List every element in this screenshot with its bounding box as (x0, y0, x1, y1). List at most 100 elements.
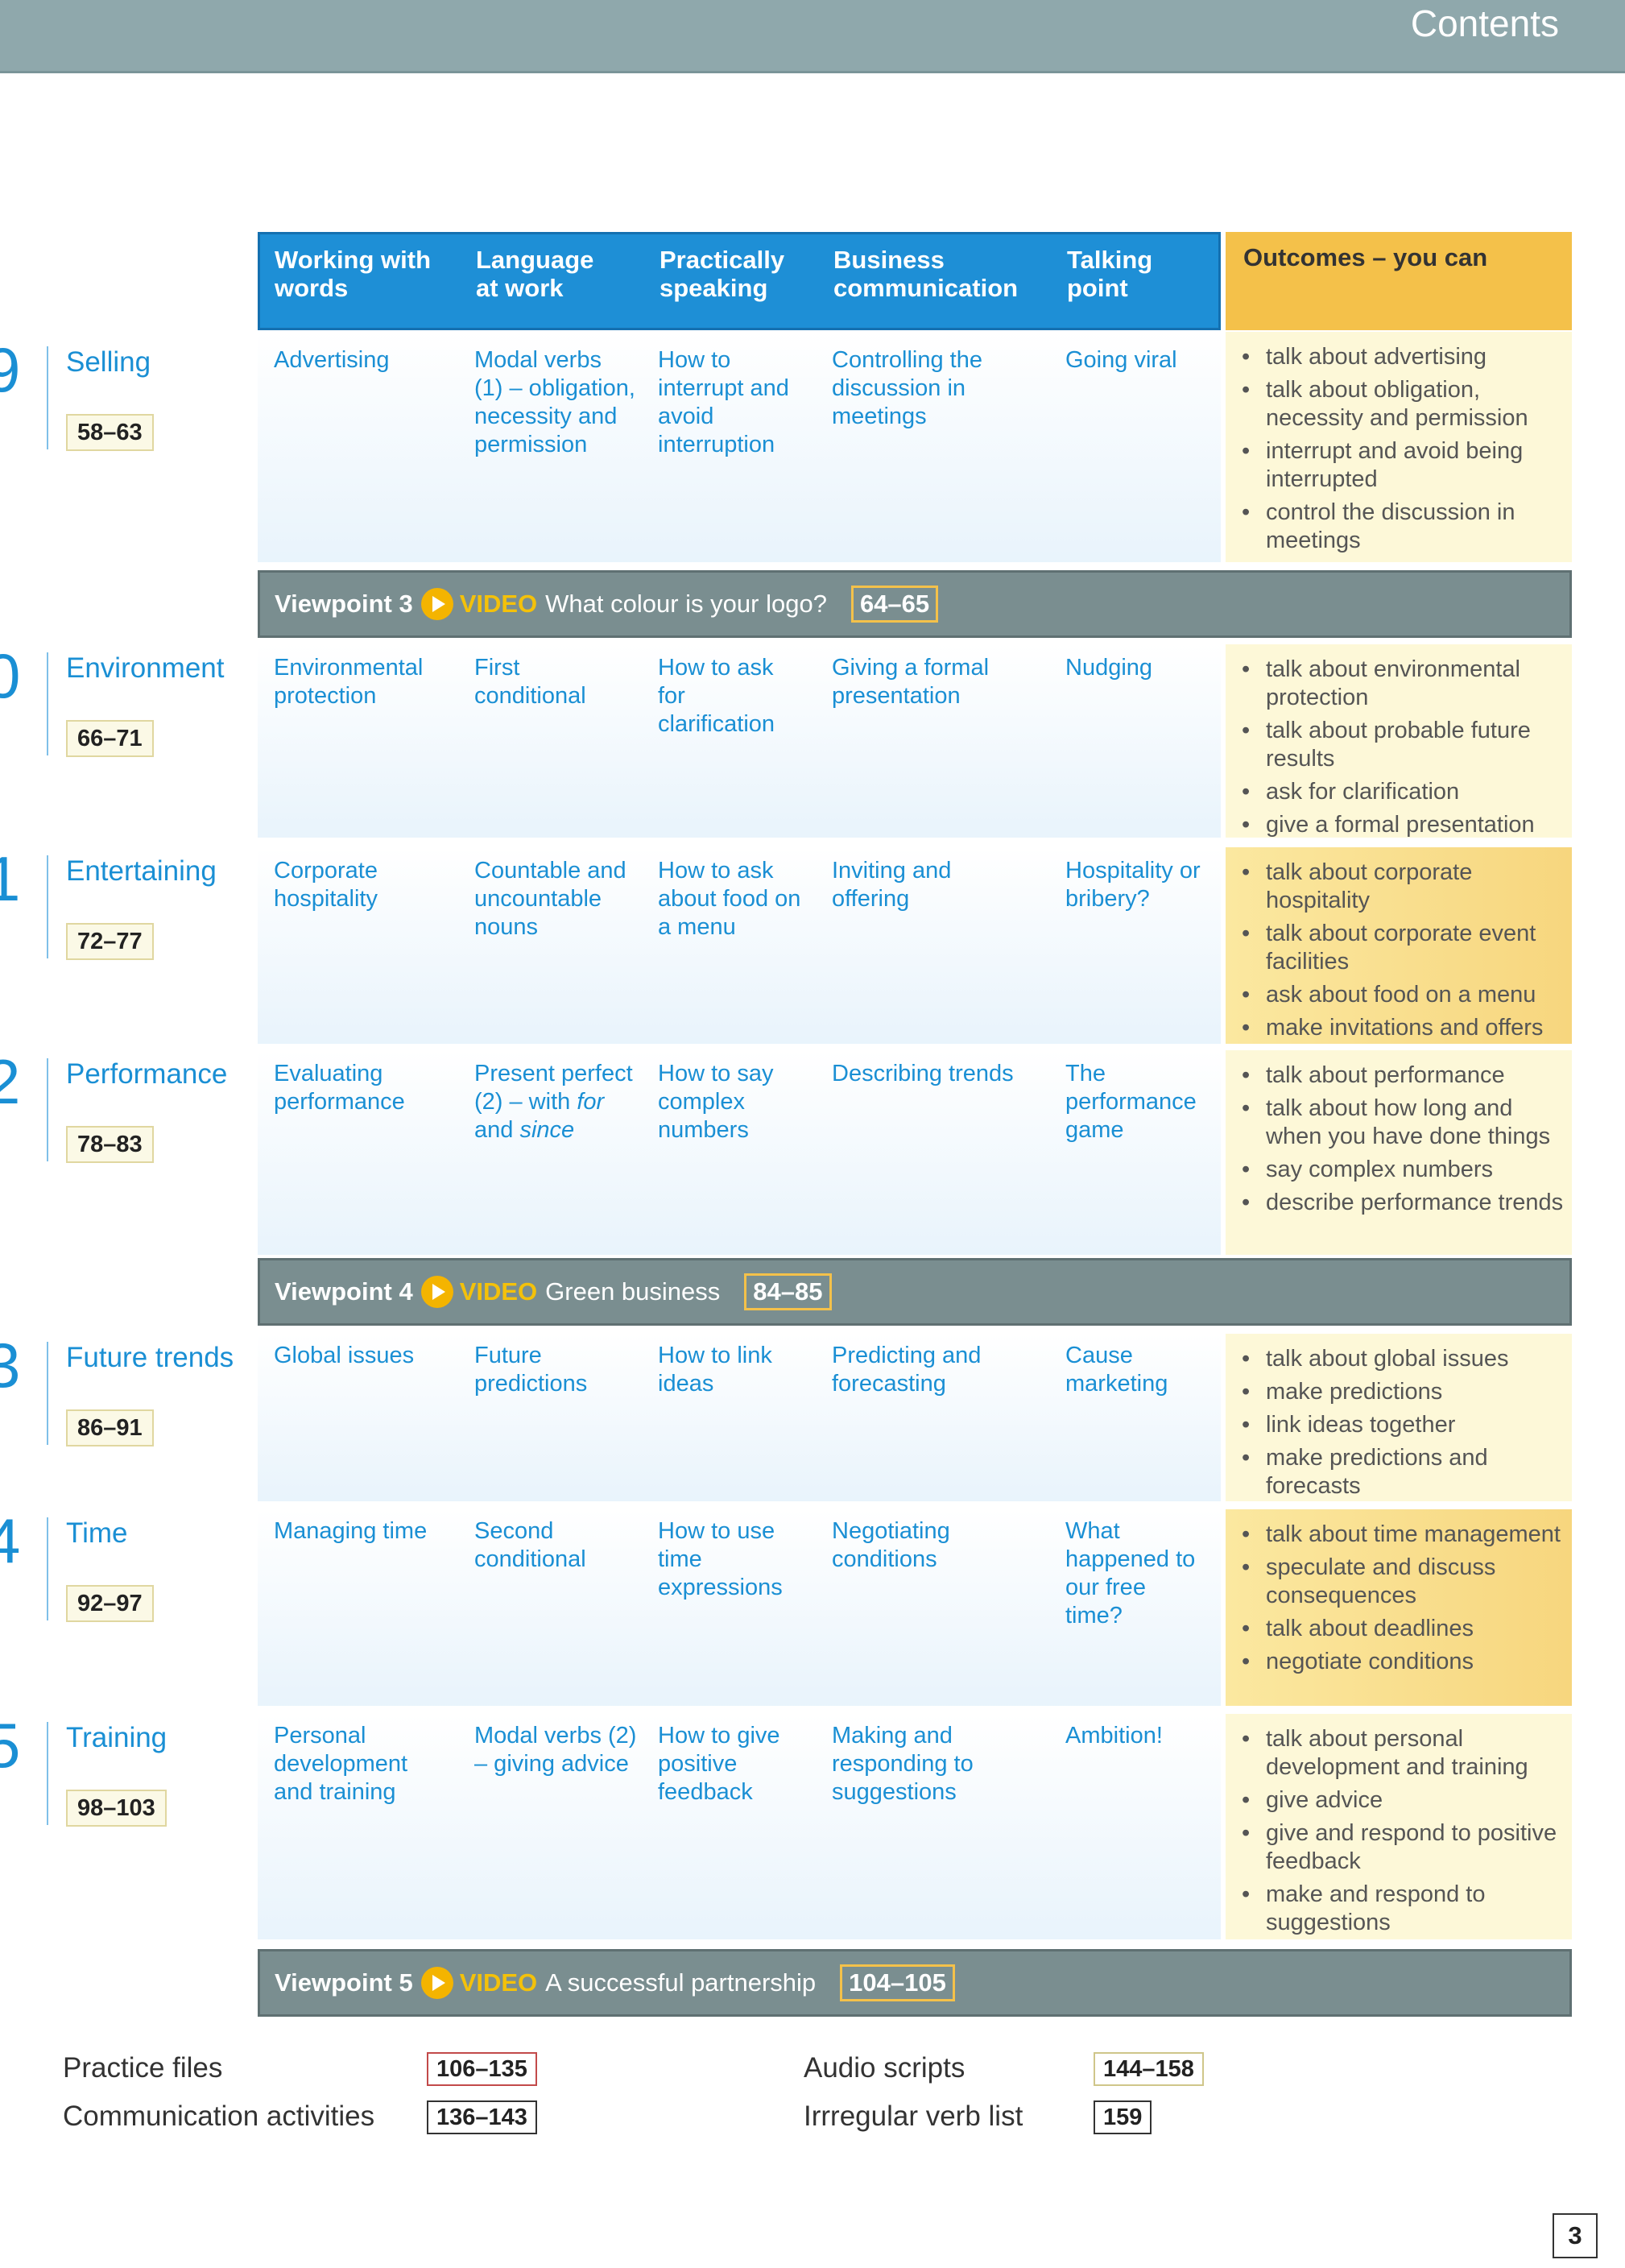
cell-speaking: How to say complex numbers (658, 1061, 774, 1143)
video-label: VIDEO (459, 1277, 538, 1306)
outcome-item: talk about probable future results (1240, 717, 1564, 773)
outcome-item: talk about how long and when you have do… (1240, 1095, 1564, 1151)
outcomes-panel: talk about advertising talk about obliga… (1226, 332, 1572, 562)
outcome-item: make predictions (1240, 1378, 1564, 1406)
cell-business: Controlling the discussion in meetings (832, 347, 982, 429)
cell-language: Modal verbs (1) – obligation, necessity … (474, 347, 635, 457)
cell-words: Advertising (274, 347, 390, 373)
communication-activities-pages[interactable]: 136–143 (427, 2100, 537, 2134)
header-bar: Contents (0, 0, 1625, 73)
audio-scripts-pages[interactable]: 144–158 (1094, 2052, 1204, 2086)
unit-pages[interactable]: 66–71 (66, 720, 154, 757)
cell-words: Corporate hospitality (274, 858, 378, 912)
practice-files-label: Practice files (63, 2052, 223, 2084)
unit-title: Training (66, 1722, 167, 1753)
viewpoint-bar[interactable]: Viewpoint 3 VIDEO What colour is your lo… (258, 570, 1572, 638)
play-icon[interactable] (420, 588, 453, 620)
unit-pages[interactable]: 72–77 (66, 923, 154, 960)
page-number: 3 (1553, 2213, 1598, 2258)
outcome-item: talk about global issues (1240, 1345, 1564, 1373)
outcome-item: describe performance trends (1240, 1189, 1564, 1217)
cell-talking-point: Going viral (1065, 347, 1177, 373)
cell-business: Describing trends (832, 1061, 1014, 1086)
unit-title: Entertaining (66, 855, 217, 887)
outcome-item: talk about personal development and trai… (1240, 1725, 1564, 1782)
unit-title: Performance (66, 1058, 228, 1090)
outcome-item: talk about environmental protection (1240, 656, 1564, 712)
unit-pages[interactable]: 78–83 (66, 1126, 154, 1163)
outcomes-panel: talk about global issues make prediction… (1226, 1334, 1572, 1501)
video-label: VIDEO (459, 1968, 538, 1997)
unit-number: 5 (0, 1710, 21, 1781)
cell-language: Present perfect (2) – with for and since (474, 1061, 633, 1143)
unit-pages[interactable]: 58–63 (66, 414, 154, 451)
cell-speaking: How to ask for clarification (658, 655, 775, 737)
cell-language: Future predictions (474, 1343, 588, 1397)
cell-talking-point: Hospitality or bribery? (1065, 858, 1201, 912)
row-background (258, 1714, 1221, 1939)
cell-talking-point: What happened to our free time? (1065, 1518, 1196, 1629)
unit-number: 0 (0, 640, 21, 711)
cell-business: Inviting and offering (832, 858, 952, 912)
audio-scripts-label: Audio scripts (804, 2052, 965, 2084)
practice-files-pages[interactable]: 106–135 (427, 2052, 537, 2086)
viewpoint-bar[interactable]: Viewpoint 4 VIDEO Green business 84–85 (258, 1258, 1572, 1326)
cell-speaking: How to ask about food on a menu (658, 858, 801, 940)
unit-divider (47, 1342, 48, 1445)
unit-number: 1 (0, 843, 21, 914)
cell-words: Evaluating performance (274, 1061, 405, 1115)
header-talking-point: Talking point (1067, 246, 1153, 302)
viewpoint-pages[interactable]: 64–65 (850, 586, 939, 623)
play-icon[interactable] (420, 1967, 453, 1999)
outcome-item: link ideas together (1240, 1411, 1564, 1439)
outcome-item: make invitations and offers (1240, 1014, 1564, 1042)
outcome-item: make predictions and forecasts (1240, 1444, 1564, 1500)
outcome-item: negotiate conditions (1240, 1648, 1564, 1676)
outcome-item: ask for clarification (1240, 778, 1564, 806)
unit-pages[interactable]: 92–97 (66, 1585, 154, 1622)
outcome-item: give advice (1240, 1786, 1564, 1815)
outcomes-panel: talk about performance talk about how lo… (1226, 1050, 1572, 1255)
unit-pages[interactable]: 98–103 (66, 1790, 167, 1827)
row-background (258, 1050, 1221, 1255)
cell-talking-point: Cause marketing (1065, 1343, 1168, 1397)
viewpoint-label: Viewpoint 5 (275, 1968, 413, 1997)
outcome-item: interrupt and avoid being interrupted (1240, 437, 1564, 494)
outcomes-panel: talk about time management speculate and… (1226, 1509, 1572, 1706)
cell-speaking: How to give positive feedback (658, 1723, 780, 1805)
irregular-verb-list-label: Irrregular verb list (804, 2100, 1023, 2132)
row-background (258, 644, 1221, 838)
viewpoint-pages[interactable]: 104–105 (840, 1964, 955, 2001)
outcomes-panel: talk about corporate hospitality talk ab… (1226, 847, 1572, 1044)
cell-words: Environmental protection (274, 655, 424, 709)
cell-talking-point: The performance game (1065, 1061, 1197, 1143)
unit-divider (47, 1722, 48, 1825)
unit-divider (47, 1058, 48, 1161)
cell-talking-point: Ambition! (1065, 1723, 1163, 1749)
outcome-item: talk about obligation, necessity and per… (1240, 376, 1564, 432)
outcome-item: talk about corporate hospitality (1240, 859, 1564, 915)
unit-number: 2 (0, 1046, 21, 1117)
cell-words: Personal development and training (274, 1723, 408, 1805)
unit-pages[interactable]: 86–91 (66, 1409, 154, 1446)
header-language-at-work: Language at work (476, 246, 594, 302)
play-icon[interactable] (420, 1276, 453, 1308)
unit-number: 9 (0, 334, 21, 405)
viewpoint-title: Green business (545, 1277, 721, 1306)
cell-language: Modal verbs (2) – giving advice (474, 1723, 637, 1777)
cell-business: Making and responding to suggestions (832, 1723, 974, 1805)
cell-language: Second conditional (474, 1518, 586, 1572)
viewpoint-bar[interactable]: Viewpoint 5 VIDEO A successful partnersh… (258, 1949, 1572, 2017)
outcome-item: talk about time management (1240, 1521, 1564, 1549)
row-background (258, 1509, 1221, 1706)
row-background (258, 332, 1221, 562)
cell-speaking: How to use time expressions (658, 1518, 783, 1600)
header-working-with-words: Working with words (275, 246, 432, 302)
irregular-verb-list-pages[interactable]: 159 (1094, 2100, 1152, 2134)
cell-language: First conditional (474, 655, 586, 709)
header-business-communication: Business communication (833, 246, 1019, 302)
viewpoint-label: Viewpoint 3 (275, 590, 413, 618)
video-label: VIDEO (459, 590, 538, 618)
cell-language: Countable and uncountable nouns (474, 858, 626, 940)
viewpoint-pages[interactable]: 84–85 (744, 1273, 832, 1310)
